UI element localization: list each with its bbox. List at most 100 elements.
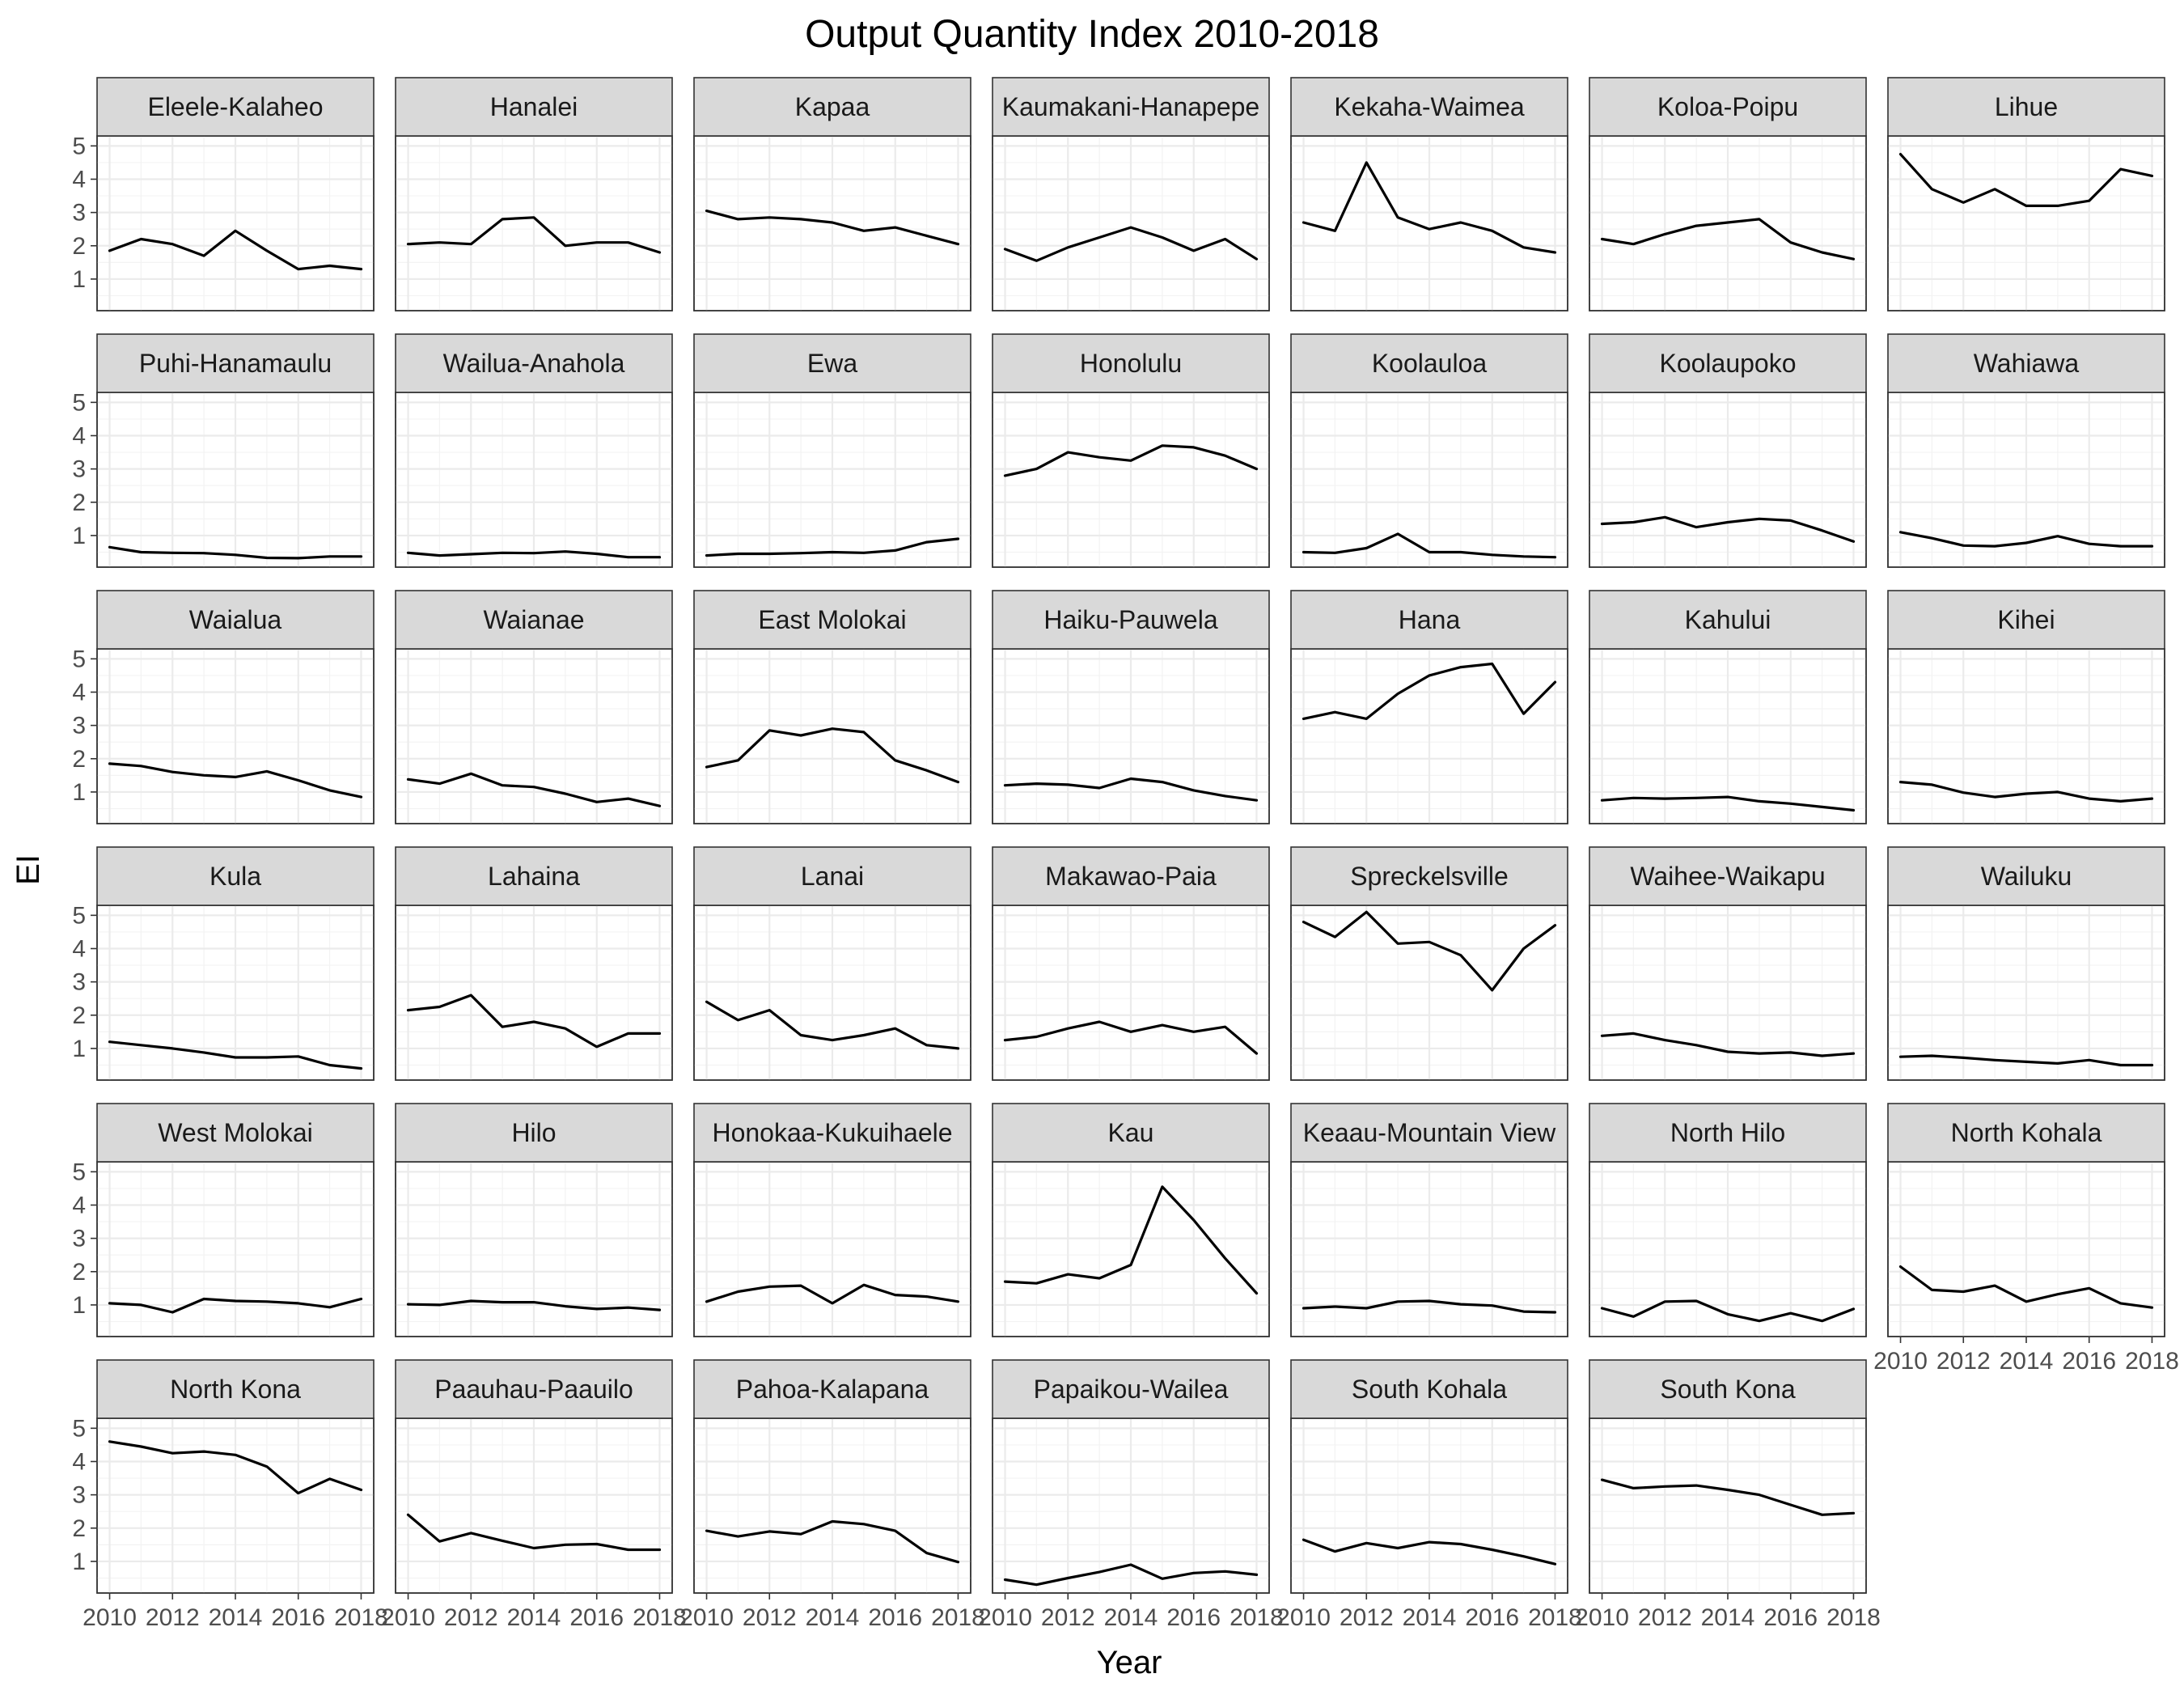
facet-label: South Kohala — [1352, 1375, 1507, 1404]
facet-strip — [395, 590, 673, 650]
series-line — [1600, 1478, 1856, 1516]
facet-label: Kau — [1108, 1118, 1154, 1147]
facet-panel: Kapaa — [693, 77, 971, 311]
y-tick-label: 5 — [72, 1159, 86, 1185]
x-tick-label: 2018 — [633, 1604, 687, 1631]
facet-strip — [992, 846, 1270, 906]
facet-panel: North Hilo — [1589, 1103, 1867, 1337]
facet-label: Kahului — [1685, 605, 1771, 634]
facet-panel: Honolulu — [992, 333, 1270, 568]
series-line — [1898, 153, 2154, 207]
facet-panel: Wailuku — [1887, 846, 2165, 1081]
chart-title: Output Quantity Index 2010-2018 — [805, 13, 1379, 56]
x-tick-label: 2016 — [569, 1604, 624, 1631]
y-tick-label: 5 — [72, 646, 86, 672]
facet-strip — [1589, 846, 1867, 906]
y-tick-label: 1 — [72, 523, 86, 549]
facet-label: Koolaupoko — [1659, 349, 1796, 378]
facet-strip — [992, 1359, 1270, 1419]
facet-panel: Waihee-Waikapu — [1589, 846, 1867, 1081]
y-tick-label: 4 — [72, 1448, 86, 1475]
facet-panel: Lanai — [693, 846, 971, 1081]
series-line — [108, 1440, 363, 1495]
facet-panel: Makawao-Paia — [992, 846, 1270, 1081]
y-tick-label: 4 — [72, 679, 86, 705]
series-line — [406, 216, 662, 254]
facet-strip — [693, 846, 971, 906]
facet-strip — [1290, 590, 1568, 650]
y-tick-label: 4 — [72, 422, 86, 449]
x-tick-label: 2012 — [1041, 1604, 1095, 1631]
y-tick-label: 2 — [72, 1515, 86, 1542]
facet-strip — [693, 1359, 971, 1419]
series-line — [1003, 1020, 1259, 1055]
facet-label: Waihee-Waikapu — [1630, 862, 1825, 891]
facet-label: Honolulu — [1080, 349, 1182, 378]
x-tick-label: 2010 — [978, 1604, 1032, 1631]
facet-panel: Hanalei — [395, 77, 673, 311]
series-line — [1302, 1538, 1557, 1566]
facet-panel: Koloa-Poipu — [1589, 77, 1867, 311]
facet-panel: Eleele-Kalaheo 1 2 3 4 5 — [72, 77, 375, 311]
series-line — [1003, 444, 1259, 477]
facet-label: Wailuku — [1981, 862, 2072, 891]
y-tick-label: 5 — [72, 133, 86, 159]
facet-label: Keaau-Mountain View — [1303, 1118, 1556, 1147]
x-tick-label: 2018 — [1528, 1604, 1582, 1631]
facet-strip — [1290, 1103, 1568, 1163]
facet-strip — [1589, 333, 1867, 393]
x-tick-label: 2016 — [868, 1604, 922, 1631]
series-line — [1898, 1265, 2154, 1309]
facet-strip — [395, 77, 673, 137]
facet-label: Eleele-Kalaheo — [147, 92, 323, 121]
y-tick-label: 2 — [72, 1259, 86, 1286]
series-line — [108, 762, 363, 799]
facet-panel: Kaumakani-Hanapepe — [992, 77, 1270, 311]
y-tick-label: 5 — [72, 1415, 86, 1442]
facet-strip — [1887, 846, 2165, 906]
x-tick-label: 2018 — [334, 1604, 388, 1631]
facet-label: Kekaha-Waimea — [1334, 92, 1525, 121]
x-tick-label: 2012 — [444, 1604, 498, 1631]
series-line — [1600, 1299, 1856, 1323]
x-tick-label: 2016 — [1763, 1604, 1818, 1631]
series-line — [1003, 777, 1259, 802]
facet-label: Paauhau-Paauilo — [434, 1375, 633, 1404]
facet-strip — [992, 333, 1270, 393]
facet-panel: Hilo — [395, 1103, 673, 1337]
facet-label: North Kohala — [1951, 1118, 2102, 1147]
facet-label: Hanalei — [490, 92, 578, 121]
facet-panel: Keaau-Mountain View — [1290, 1103, 1568, 1337]
x-tick-label: 2016 — [271, 1604, 325, 1631]
x-tick-label: 2016 — [2062, 1348, 2116, 1375]
series-line — [1600, 218, 1856, 261]
facet-strip — [1589, 1359, 1867, 1419]
facet-strip — [1887, 333, 2165, 393]
facet-strip — [693, 590, 971, 650]
facet-label: Waialua — [189, 605, 282, 634]
x-tick-label: 2010 — [83, 1604, 137, 1631]
facet-label: Kapaa — [795, 92, 870, 121]
facet-panel: Pahoa-Kalapana 2010 2012 2014 2016 2018 — [679, 1359, 985, 1631]
facet-strip — [96, 1359, 375, 1419]
x-tick-label: 2012 — [1638, 1604, 1692, 1631]
x-axis-title: Year — [1097, 1645, 1162, 1680]
series-line — [1003, 1563, 1259, 1587]
x-tick-label: 2014 — [806, 1604, 860, 1631]
facet-panel: Wahiawa — [1887, 333, 2165, 568]
facet-label: Wahiawa — [1974, 349, 2080, 378]
facet-strip — [1887, 1103, 2165, 1163]
facet-strip — [96, 590, 375, 650]
facet-panel: West Molokai 1 2 3 4 5 — [72, 1103, 375, 1337]
y-tick-label: 1 — [72, 779, 86, 806]
y-tick-label: 4 — [72, 1192, 86, 1218]
facet-strip — [693, 1103, 971, 1163]
y-tick-label: 5 — [72, 902, 86, 929]
facet-label: Spreckelsville — [1350, 862, 1509, 891]
series-line — [406, 1299, 662, 1311]
x-tick-label: 2018 — [2125, 1348, 2179, 1375]
facet-strip — [1589, 1103, 1867, 1163]
facet-label: Honokaa-Kukuihaele — [712, 1118, 952, 1147]
series-line — [1898, 1054, 2154, 1067]
